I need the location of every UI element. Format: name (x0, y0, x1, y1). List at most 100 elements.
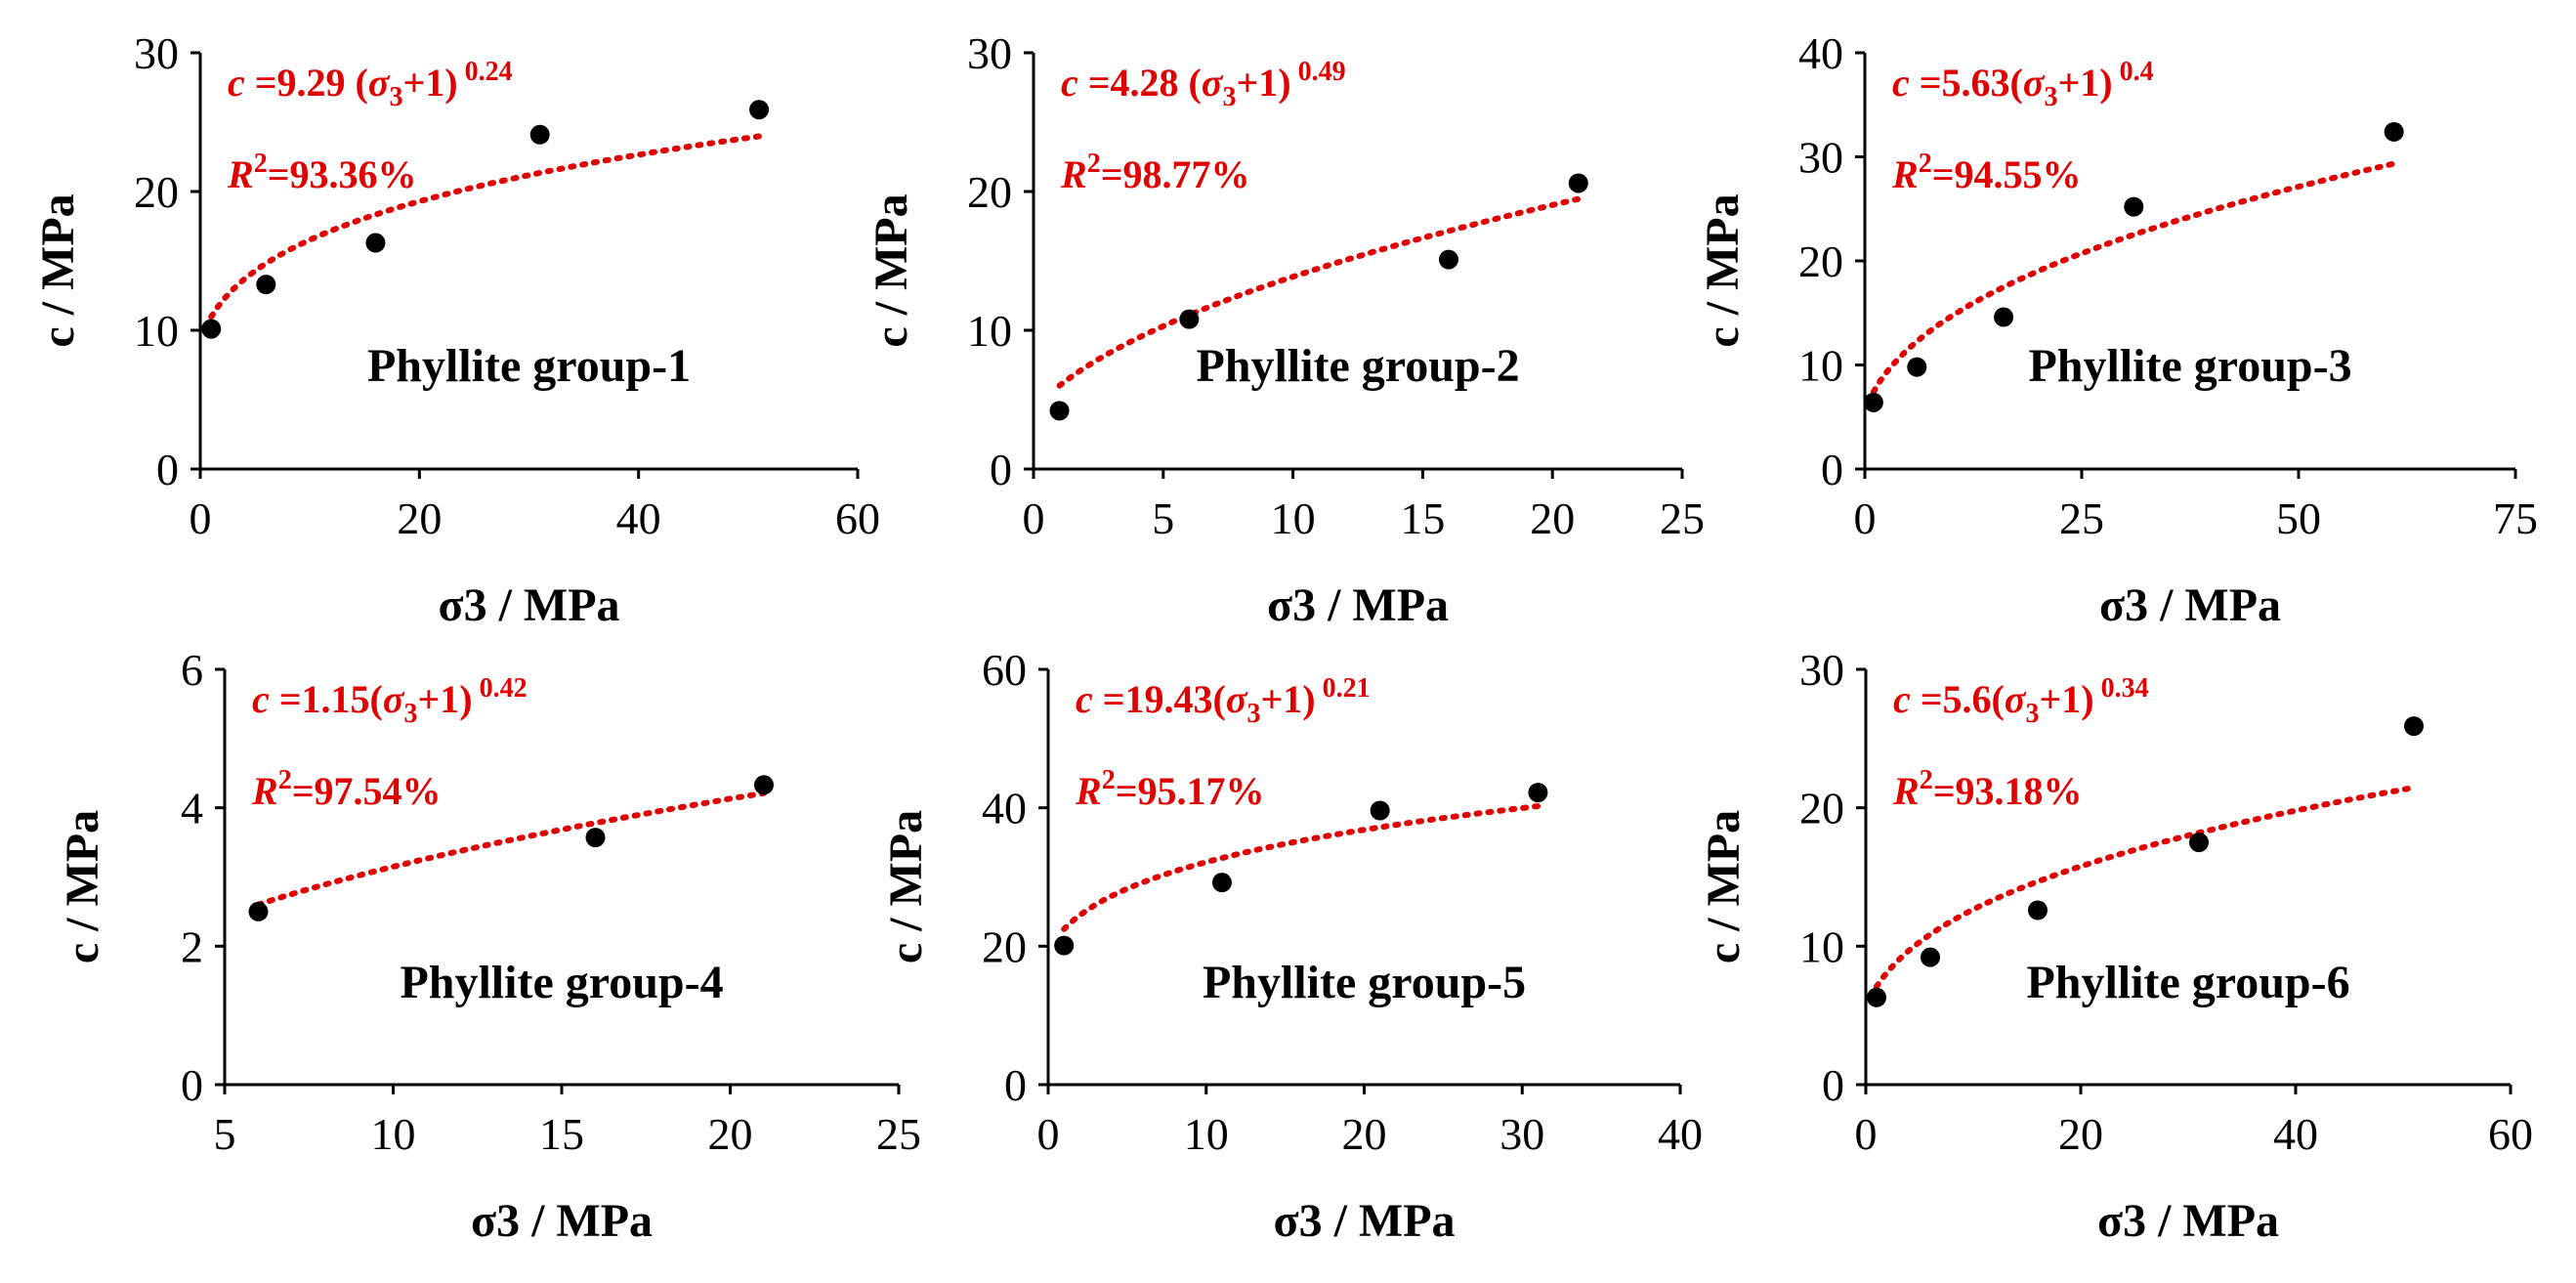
y-tick-label: 20 (982, 921, 1027, 971)
chart-panel-4: 0 2 4 6 5 10 15 20 25 σ3 / MPa c / MPa c =1.15(σ3+1… (57, 645, 921, 1247)
r2-value: =94.55% (1932, 152, 2082, 196)
y-tick-label: 40 (1798, 28, 1843, 78)
eq-c: c (1061, 61, 1078, 105)
y-tick-label: 6 (181, 645, 203, 695)
y-tick-label: 0 (990, 445, 1012, 494)
eq-c: c (252, 677, 270, 721)
r-squared: R2=93.18% (1892, 765, 2082, 813)
eq-tail: +1) (417, 677, 472, 721)
x-axis-title: σ3 / MPa (2099, 579, 2281, 631)
data-point (1049, 401, 1070, 421)
eq-c: c (1892, 61, 1910, 105)
group-label: Phyllite group-2 (1196, 340, 1519, 392)
data-point (1867, 987, 1886, 1007)
chart-panel-2: 0 10 20 30 0 5 10 15 20 25 σ3 / MPa c / MPa c =4.28 … (866, 28, 1705, 631)
r2-sup: 2 (1920, 765, 1933, 795)
data-point (256, 275, 276, 295)
eq-sigma: σ (383, 677, 405, 721)
x-tick-label: 75 (2493, 493, 2538, 543)
group-label: Phyllite group-1 (367, 340, 691, 392)
r2-r: R (227, 152, 254, 196)
eq-c: c (1076, 677, 1093, 721)
eq-tail: +1) (1236, 61, 1290, 105)
r2-value: =97.54% (292, 769, 442, 813)
data-point (1370, 800, 1390, 821)
r2-value: =98.77% (1101, 152, 1250, 196)
r2-value: =95.17% (1116, 769, 1265, 813)
y-axis-title: c / MPa (1698, 810, 1750, 963)
y-tick-label: 20 (134, 167, 179, 217)
data-point (2384, 121, 2404, 142)
fit-equation: c =5.6(σ3+1) 0.34 (1893, 673, 2149, 729)
r2-r: R (1892, 769, 1920, 813)
eq-exp: 0.42 (473, 673, 528, 704)
y-tick-label: 10 (1799, 921, 1844, 971)
eq-coef: =9.29 ( (245, 61, 368, 105)
fit-equation: c =19.43(σ3+1) 0.21 (1076, 673, 1371, 729)
y-tick-label: 0 (1821, 445, 1843, 494)
eq-c: c (1893, 677, 1911, 721)
data-point (365, 233, 386, 253)
group-label: Phyllite group-3 (2028, 340, 2351, 392)
y-tick-label: 0 (1822, 1060, 1844, 1110)
y-tick-label: 60 (982, 645, 1027, 695)
x-tick-label: 40 (616, 493, 661, 543)
group-label: Phyllite group-4 (400, 957, 723, 1008)
fit-curve (1870, 160, 2397, 395)
r-squared: R2=98.77% (1060, 149, 1249, 196)
data-point (1863, 392, 1883, 412)
r2-sup: 2 (1087, 149, 1101, 179)
x-tick-label: 0 (1855, 1109, 1878, 1159)
chart-panel-3: 0 10 20 30 40 0 25 50 75 σ3 / MPa c / MPa c =5.63(σ… (1697, 28, 2538, 631)
data-point (201, 319, 222, 339)
eq-coef: =5.63( (1910, 61, 2023, 105)
r2-value: =93.36% (268, 152, 417, 196)
x-tick-label: 20 (397, 493, 442, 543)
eq-coef: =1.15( (270, 677, 383, 721)
y-axis-title: c / MPa (1697, 193, 1749, 347)
group-label: Phyllite group-6 (2026, 957, 2349, 1008)
data-point (2124, 196, 2144, 217)
data-point (1179, 309, 1200, 329)
r-squared: R2=97.54% (251, 765, 441, 813)
eq-sub: 3 (389, 82, 402, 112)
eq-sigma: σ (2005, 677, 2027, 721)
x-tick-label: 20 (1530, 493, 1575, 543)
eq-sub: 3 (2044, 82, 2057, 112)
fit-curve (1061, 803, 1541, 932)
eq-tail: +1) (402, 61, 457, 105)
y-tick-label: 10 (1798, 341, 1843, 391)
data-point (1994, 307, 2014, 327)
y-tick-label: 0 (1004, 1060, 1027, 1110)
data-point (529, 124, 550, 145)
x-tick-label: 25 (2059, 493, 2104, 543)
data-point (1054, 935, 1075, 956)
y-tick-label: 20 (1798, 236, 1843, 286)
eq-tail: +1) (2057, 61, 2112, 105)
x-axis-title: σ3 / MPa (2097, 1195, 2279, 1247)
data-point (1907, 357, 1927, 377)
y-tick-label: 30 (1798, 133, 1843, 183)
x-tick-label: 20 (2058, 1109, 2103, 1159)
y-axis-title: c / MPa (880, 810, 932, 963)
y-tick-label: 20 (967, 167, 1012, 217)
data-point (2028, 900, 2048, 920)
x-tick-label: 60 (835, 493, 880, 543)
fit-equation: c =9.29 (σ3+1) 0.24 (228, 57, 513, 112)
y-axis-title: c / MPa (57, 810, 108, 963)
fit-equation: c =1.15(σ3+1) 0.42 (252, 673, 528, 729)
eq-sigma: σ (1202, 61, 1224, 105)
x-tick-label: 15 (1400, 493, 1445, 543)
y-tick-label: 10 (967, 306, 1012, 356)
x-tick-label: 10 (1271, 493, 1316, 543)
eq-coef: =4.28 ( (1078, 61, 1202, 105)
y-tick-label: 20 (1799, 784, 1844, 834)
x-axis-title: σ3 / MPa (1267, 579, 1449, 631)
chart-panel-1: 0 10 20 30 0 20 40 60 σ3 / MPa c / MPa c =9.29 (σ3… (32, 28, 880, 631)
data-point (1568, 173, 1588, 193)
eq-tail: +1) (2039, 677, 2093, 721)
fit-equation: c =4.28 (σ3+1) 0.49 (1061, 57, 1346, 112)
x-tick-label: 10 (1184, 1109, 1229, 1159)
data-point (585, 828, 606, 848)
